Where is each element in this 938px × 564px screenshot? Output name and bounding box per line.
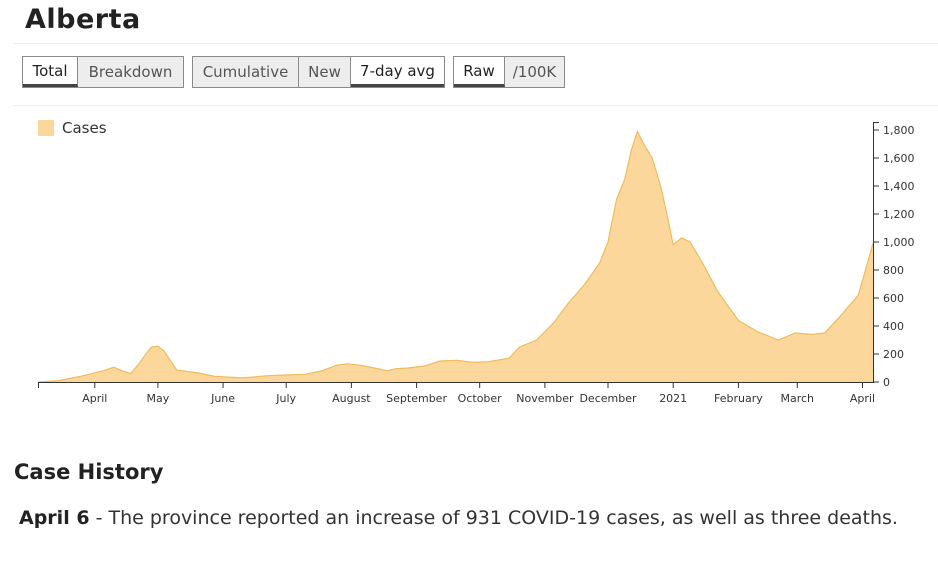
total-button[interactable]: Total bbox=[23, 57, 78, 87]
cases-area bbox=[38, 131, 873, 382]
y-tick-label-6: 1,200 bbox=[883, 208, 915, 221]
y-tick-label-7: 1,400 bbox=[883, 180, 915, 193]
case-history-date: April 6 bbox=[19, 507, 90, 529]
y-tick-label-4: 800 bbox=[883, 264, 904, 277]
x-tick-label-6: October bbox=[458, 392, 502, 405]
y-tick-label-0: 0 bbox=[883, 376, 890, 389]
x-tick-label-5: September bbox=[386, 392, 447, 405]
x-tick-label-1: May bbox=[147, 392, 170, 405]
chart-legend: Cases bbox=[38, 119, 107, 137]
x-tick-label-0: April bbox=[82, 392, 107, 405]
case-history-entry: April 6 - The province reported an incre… bbox=[19, 502, 919, 535]
legend-swatch-cases bbox=[38, 120, 54, 136]
y-tick-label-8: 1,600 bbox=[883, 152, 915, 165]
toolbar-divider bbox=[14, 105, 938, 106]
x-tick-label-2: June bbox=[210, 392, 235, 405]
y-tick-label-1: 200 bbox=[883, 348, 904, 361]
raw-button[interactable]: Raw bbox=[454, 57, 505, 87]
x-tick-label-11: March bbox=[781, 392, 815, 405]
new-button[interactable]: New bbox=[299, 57, 351, 87]
x-tick-label-8: December bbox=[579, 392, 637, 405]
seven-day-avg-button[interactable]: 7-day avg bbox=[351, 57, 444, 87]
view-toggle-group: Total Breakdown bbox=[22, 56, 184, 88]
per-100k-button[interactable]: /100K bbox=[505, 57, 564, 87]
x-tick-label-4: August bbox=[332, 392, 371, 405]
breakdown-button[interactable]: Breakdown bbox=[78, 57, 183, 87]
measure-toggle-group: Cumulative New 7-day avg bbox=[192, 56, 445, 88]
page-title: Alberta bbox=[25, 4, 141, 35]
y-tick-label-9: 1,800 bbox=[883, 124, 915, 137]
case-history-text: - The province reported an increase of 9… bbox=[89, 507, 898, 529]
x-tick-label-9: 2021 bbox=[659, 392, 687, 405]
cases-area-chart: April May June July August September October No… bbox=[37, 122, 915, 405]
cumulative-button[interactable]: Cumulative bbox=[193, 57, 299, 87]
x-tick-label-3: July bbox=[275, 392, 296, 405]
y-tick-label-2: 400 bbox=[883, 320, 904, 333]
y-tick-label-5: 1,000 bbox=[883, 236, 915, 249]
x-tick-label-7: November bbox=[516, 392, 574, 405]
x-tick-label-10: February bbox=[714, 392, 763, 405]
case-history-title: Case History bbox=[14, 460, 164, 484]
scale-toggle-group: Raw /100K bbox=[453, 56, 565, 88]
x-tick-label-12: April bbox=[850, 392, 875, 405]
title-divider bbox=[14, 43, 938, 44]
cases-line bbox=[37, 129, 874, 383]
legend-label-cases: Cases bbox=[62, 119, 107, 137]
y-tick-label-3: 600 bbox=[883, 292, 904, 305]
